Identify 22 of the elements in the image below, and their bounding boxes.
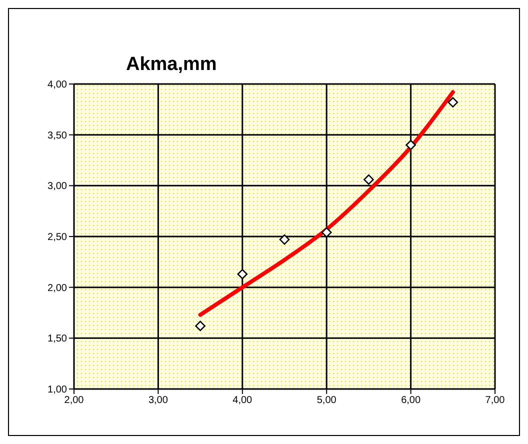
y-tick-label: 1,50 [48, 334, 68, 345]
line-series [198, 90, 455, 317]
x-tick-label: 3,00 [148, 395, 168, 406]
point [321, 227, 332, 238]
y-tick-label: 2,00 [48, 282, 68, 294]
y-tick-label: 3,50 [48, 130, 68, 142]
point [406, 140, 416, 150]
point [364, 174, 374, 185]
x-tick-label: 2,00 [64, 395, 84, 406]
y-tick-label: 4,00 [48, 80, 68, 91]
y-tick-label: 3,00 [48, 181, 68, 192]
chart-title: Akma,mm [126, 54, 217, 76]
point [279, 234, 290, 245]
point [195, 320, 206, 332]
point [237, 268, 248, 280]
y-tick-label: 1,00 [48, 384, 68, 396]
point [448, 97, 458, 108]
x-tick-label: 7,00 [485, 395, 506, 406]
x-tick-label: 5,00 [316, 395, 337, 406]
y-tick-label: 2,50 [48, 232, 68, 244]
x-tick-label: 4,00 [232, 395, 253, 406]
x-tick-label: 6,00 [401, 395, 421, 406]
